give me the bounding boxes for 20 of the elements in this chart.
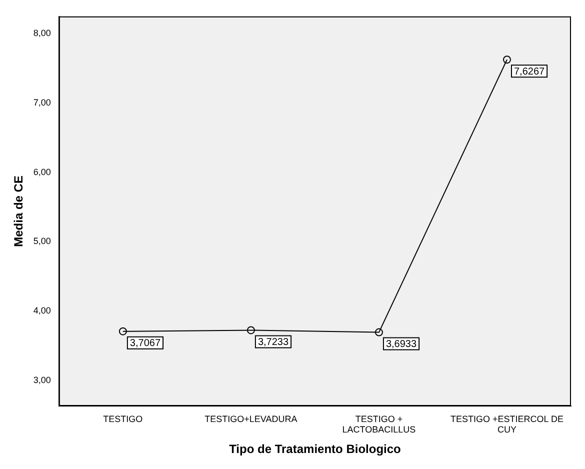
- y-tick-label: 7,00: [33, 98, 51, 108]
- x-axis-title: Tipo de Tratamiento Biologico: [229, 442, 401, 456]
- data-label: 3,7233: [258, 336, 289, 348]
- point: [118, 327, 127, 336]
- point: [374, 328, 383, 336]
- point: [246, 326, 255, 334]
- data-label: 3,7067: [130, 338, 161, 350]
- data-label: 7,6267: [514, 66, 546, 78]
- y-tick-label: 3,00: [33, 374, 51, 385]
- y-tick-label: 5,00: [33, 236, 51, 246]
- x-tick-label: TESTIGO: [103, 414, 143, 424]
- y-tick-label: 4,00: [33, 306, 51, 316]
- point: [502, 56, 511, 64]
- y-tick-label: 6,00: [33, 166, 51, 177]
- data-label: 3,6933: [386, 339, 417, 350]
- y-tick-label: 8,00: [33, 28, 51, 38]
- x-tick-label: TESTIGO +ESTIERCOL DE CUY: [450, 414, 564, 435]
- x-tick-label: TESTIGO+LEVADURA: [204, 414, 298, 424]
- x-tick-label: TESTIGO + LACTOBACILLUS: [342, 414, 416, 435]
- y-axis-title: Media de CE: [12, 176, 26, 247]
